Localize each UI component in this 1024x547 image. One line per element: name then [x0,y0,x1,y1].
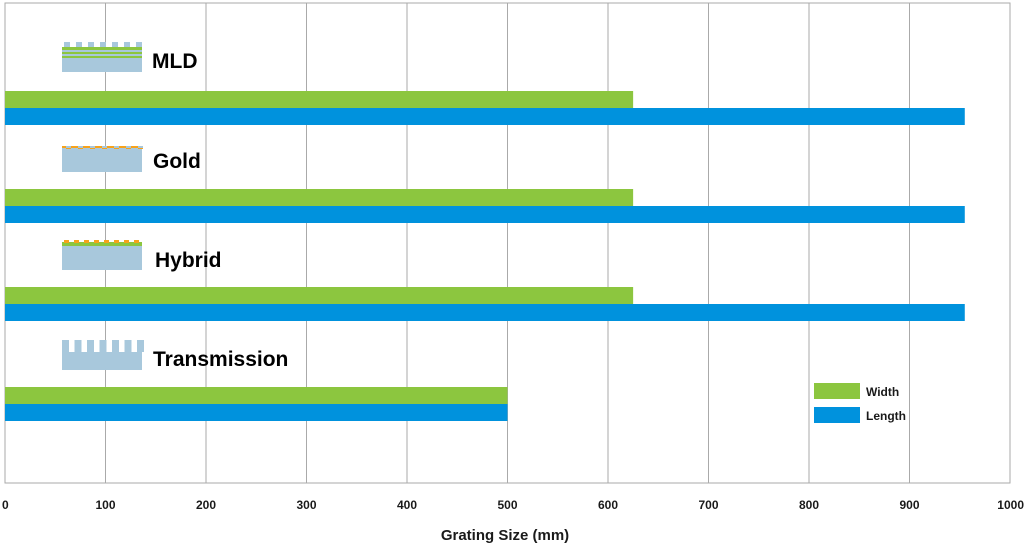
x-tick-label-600: 600 [598,498,618,512]
x-tick-label-900: 900 [899,498,919,512]
x-axis-tick-labels: 0 100 200 300 400 500 600 700 800 900 1000 [2,498,1024,512]
hybrid-grating-icon [62,240,142,270]
category-label-hybrid: Hybrid [155,249,222,272]
bar-mld-length [5,108,965,125]
x-tick-label-300: 300 [296,498,316,512]
legend-label-width: Width [866,385,899,399]
legend-swatch-width [814,383,860,399]
bar-gold-width [5,189,634,206]
x-tick-label-500: 500 [497,498,517,512]
x-tick-label-1000: 1000 [997,498,1024,512]
x-tick-label-200: 200 [196,498,216,512]
bar-series [5,91,965,421]
bar-transmission-length [5,404,508,421]
category-label-mld: MLD [152,50,198,73]
x-tick-label-100: 100 [95,498,115,512]
x-axis-title: Grating Size (mm) [441,527,569,544]
legend-swatch-length [814,407,860,423]
x-tick-label-700: 700 [698,498,718,512]
category-label-transmission: Transmission [153,348,288,371]
bar-gold-length [5,206,965,223]
bar-hybrid-width [5,287,634,304]
gold-grating-icon [62,146,143,172]
legend-label-length: Length [866,409,906,423]
bar-transmission-width [5,387,508,404]
category-label-gold: Gold [153,150,201,173]
bar-hybrid-length [5,304,965,321]
x-tick-label-0: 0 [2,498,9,512]
transmission-grating-icon [62,340,144,370]
category-labels: MLD Gold Hybrid Transmission [152,50,288,371]
bar-mld-width [5,91,634,108]
category-icons [62,42,144,370]
legend: Width Length [814,383,906,423]
x-tick-label-800: 800 [799,498,819,512]
x-tick-label-400: 400 [397,498,417,512]
mld-grating-icon [62,42,142,72]
